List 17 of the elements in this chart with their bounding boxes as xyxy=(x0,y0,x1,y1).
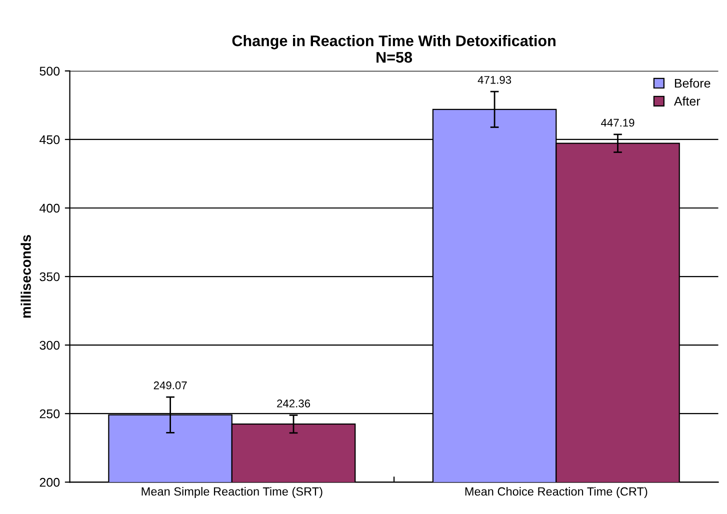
y-tick-label: 400 xyxy=(40,204,60,213)
y-tick-label: 350 xyxy=(40,272,60,282)
y-tick-label: 200 xyxy=(40,478,60,487)
y-tick-label: 450 xyxy=(40,135,60,144)
x-tick-label: Mean Choice Reaction Time (CRT) xyxy=(465,486,648,498)
data-label: 249.07 xyxy=(154,381,187,390)
legend-label: Before xyxy=(674,78,710,88)
legend-label: After xyxy=(674,96,700,106)
y-tick-label: 250 xyxy=(40,409,60,418)
y-axis-title: milliseconds xyxy=(20,235,31,318)
y-tick-label: 500 xyxy=(40,66,60,76)
data-label: 447.19 xyxy=(601,118,634,127)
data-label: 242.36 xyxy=(277,400,310,408)
chart-title: Change in Reaction Time With Detoxification N=58 xyxy=(232,35,556,63)
x-tick-label: Mean Simple Reaction Time (SRT) xyxy=(142,486,322,498)
data-label: 471.93 xyxy=(478,76,512,84)
y-tick-label: 300 xyxy=(40,340,60,350)
